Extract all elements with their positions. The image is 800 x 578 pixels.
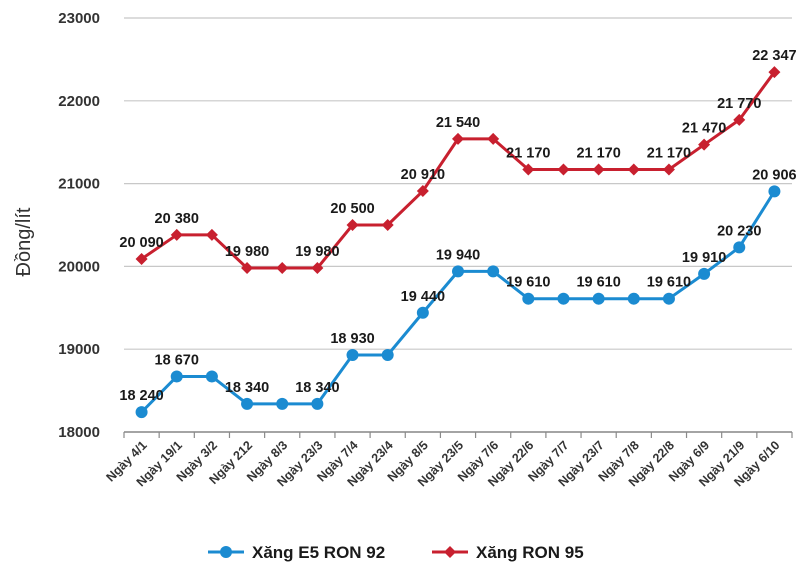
- data-point: [662, 292, 675, 305]
- data-label: 21 470: [682, 121, 726, 137]
- data-point: [592, 163, 605, 176]
- y-axis-label: Đồng/lít: [13, 207, 35, 276]
- data-point: [276, 262, 289, 275]
- data-label: 19 440: [401, 289, 445, 305]
- grid-lines: [124, 17, 792, 433]
- data-label: 20 380: [155, 211, 199, 227]
- data-label: 21 170: [506, 146, 550, 162]
- data-label: 18 240: [119, 388, 163, 404]
- series-group: [135, 66, 781, 419]
- data-label: 18 670: [155, 353, 199, 369]
- data-label: 21 170: [576, 146, 620, 162]
- data-point: [522, 163, 535, 176]
- data-label: 22 347: [752, 48, 796, 64]
- data-point: [487, 265, 500, 278]
- data-point: [557, 163, 570, 176]
- series-line: [140, 71, 776, 270]
- data-point: [311, 262, 324, 275]
- data-point: [627, 163, 640, 176]
- data-point: [135, 252, 148, 265]
- legend-marker: [444, 546, 456, 558]
- data-point: [241, 397, 254, 410]
- data-label: 18 930: [330, 331, 374, 347]
- data-label: 19 610: [647, 275, 691, 291]
- data-point: [627, 292, 640, 305]
- data-label: 20 090: [119, 235, 163, 251]
- data-label: 19 980: [295, 244, 339, 260]
- data-label: 18 340: [225, 380, 269, 396]
- data-point: [452, 265, 464, 278]
- data-point: [452, 132, 464, 145]
- data-point: [381, 348, 394, 361]
- legend: Xăng E5 RON 92 Xăng RON 95: [208, 543, 584, 562]
- data-label: 20 910: [401, 167, 445, 183]
- legend-label: Xăng E5 RON 92: [252, 543, 385, 562]
- y-tick-label: 21000: [58, 176, 100, 193]
- data-label: 20 906: [752, 167, 796, 183]
- data-point: [170, 228, 183, 241]
- data-point: [698, 138, 711, 151]
- legend-label: Xăng RON 95: [476, 543, 584, 562]
- data-point: [416, 185, 429, 198]
- data-label: 19 940: [436, 247, 480, 263]
- data-label: 21 170: [647, 146, 691, 162]
- data-point: [733, 241, 746, 254]
- data-label: 19 610: [576, 275, 620, 291]
- data-point: [205, 228, 218, 241]
- data-label: 19 910: [682, 250, 726, 266]
- data-labels: 18 240 18 670 18 340 18 340 18 930 19 440 19 9…: [119, 48, 796, 404]
- y-tick-label: 22000: [58, 93, 100, 110]
- data-point: [276, 397, 289, 410]
- data-point: [311, 397, 324, 410]
- data-label: 20 230: [717, 223, 761, 239]
- data-point: [487, 132, 500, 145]
- legend-marker: [220, 546, 232, 558]
- data-point: [522, 292, 535, 305]
- data-point: [346, 219, 359, 231]
- data-point: [592, 292, 605, 305]
- data-point: [416, 306, 429, 319]
- data-label: 18 340: [295, 380, 339, 396]
- data-point: [768, 185, 781, 198]
- data-point: [381, 219, 394, 231]
- y-tick-label: 18000: [58, 424, 100, 441]
- data-point: [698, 267, 711, 280]
- data-point: [241, 262, 254, 275]
- y-tick-label: 23000: [58, 10, 100, 27]
- data-point: [135, 406, 148, 419]
- data-point: [346, 348, 359, 361]
- data-label: 19 980: [225, 244, 269, 260]
- data-point: [170, 370, 183, 383]
- y-axis-ticks: 18000 19000 20000 21000 22000 23000: [58, 10, 100, 441]
- data-point: [733, 113, 746, 126]
- data-point: [768, 66, 781, 79]
- data-point: [205, 370, 218, 383]
- y-tick-label: 20000: [58, 258, 100, 275]
- data-label: 21 770: [717, 96, 761, 112]
- data-point: [557, 292, 570, 305]
- data-point: [662, 163, 675, 176]
- data-label: 21 540: [436, 115, 480, 131]
- y-tick-label: 19000: [58, 341, 100, 358]
- data-label: 19 610: [506, 275, 550, 291]
- data-label: 20 500: [330, 201, 374, 217]
